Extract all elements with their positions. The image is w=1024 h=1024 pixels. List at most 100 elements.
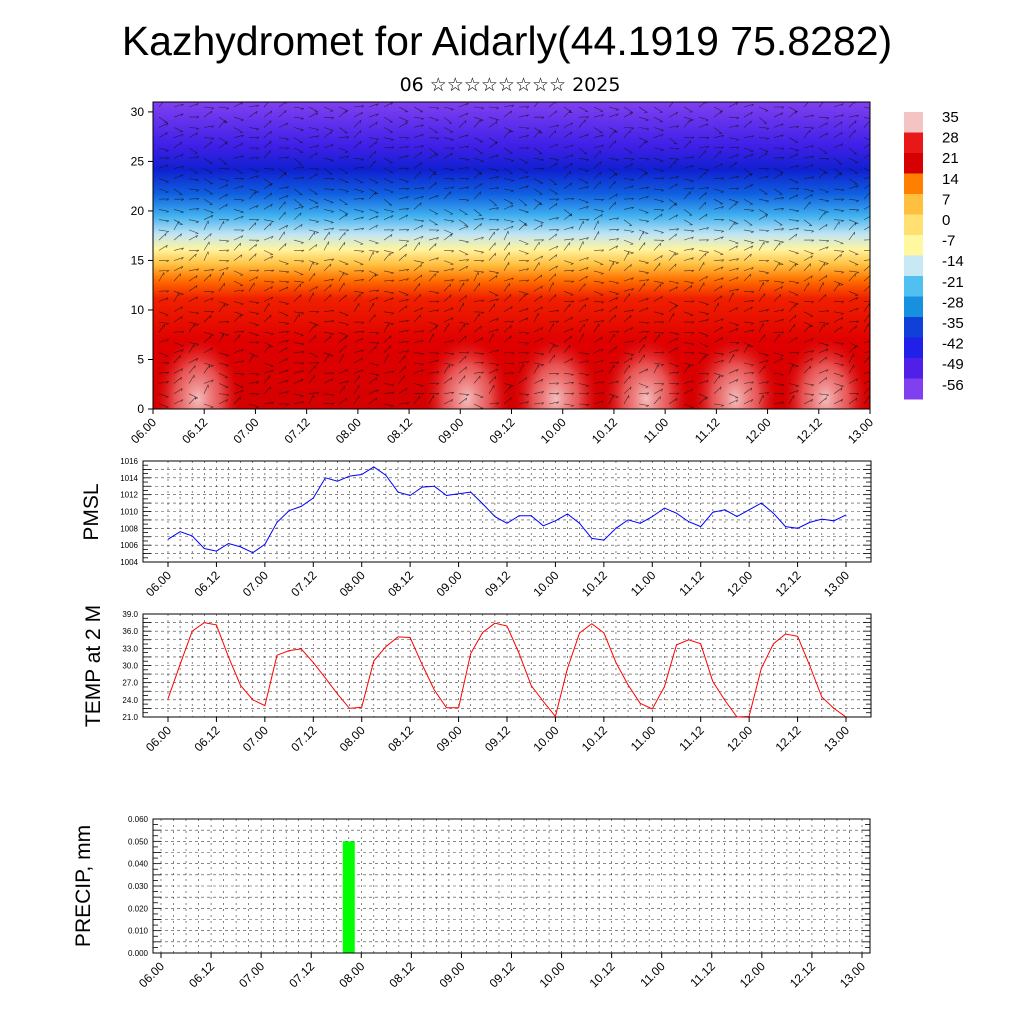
wind-arrow: [158, 403, 169, 408]
wind-arrow: [368, 209, 379, 214]
wind-arrow: [323, 106, 334, 112]
wind-arrow: [848, 260, 859, 266]
wind-arrow: [608, 280, 619, 285]
wind-arrow: [788, 233, 798, 241]
wind-arrow: [428, 153, 439, 159]
wind-arrow: [578, 157, 590, 162]
colorbar-swatch: [904, 296, 923, 318]
wind-arrow: [743, 267, 754, 272]
wind-arrow: [158, 147, 169, 152]
colorbar-swatch: [904, 194, 923, 215]
wind-arrow: [548, 342, 559, 347]
wind-arrow: [203, 332, 214, 336]
wind-arrow: [308, 106, 318, 113]
wind-arrow: [188, 321, 199, 326]
y-tick-label: 0.010: [128, 927, 149, 936]
wind-arrow: [158, 229, 170, 233]
wind-arrow: [623, 364, 630, 374]
wind-arrow: [533, 362, 545, 367]
wind-arrow: [338, 353, 344, 364]
wind-arrow: [758, 116, 767, 124]
x-tick-label: 06.12: [191, 568, 222, 599]
wind-arrow: [173, 316, 183, 323]
wind-arrow: [248, 191, 256, 200]
wind-arrow: [578, 241, 584, 251]
wind-arrow: [413, 352, 425, 356]
wind-arrow: [278, 270, 290, 274]
wind-arrow: [443, 219, 455, 223]
wind-arrow: [353, 384, 360, 394]
wind-arrow: [668, 214, 678, 220]
wind-arrow: [323, 354, 330, 364]
wind-arrow: [803, 383, 815, 387]
wind-arrow: [563, 291, 574, 296]
wind-arrow: [578, 220, 584, 231]
wind-arrow: [428, 273, 436, 282]
wind-arrow: [848, 231, 855, 241]
wind-arrow: [683, 362, 694, 367]
wind-arrow: [278, 109, 287, 118]
wind-arrow: [788, 280, 800, 285]
wind-arrow: [533, 262, 540, 272]
wind-arrow: [488, 116, 499, 121]
wind-arrow: [518, 157, 528, 164]
wind-arrow: [743, 239, 754, 244]
wind-arrow: [248, 353, 254, 364]
wind-arrow: [278, 122, 289, 128]
wind-arrow: [698, 123, 709, 128]
wind-arrow: [818, 310, 830, 313]
wind-arrow: [503, 225, 514, 231]
wind-arrow: [533, 224, 543, 231]
wind-arrow: [308, 362, 320, 365]
wind-arrow: [683, 236, 694, 241]
wind-arrow: [398, 350, 409, 354]
wind-arrow: [608, 291, 619, 295]
colorbar-label: -28: [942, 294, 964, 311]
wind-arrow: [218, 178, 229, 182]
wind-arrow: [668, 392, 680, 395]
x-tick-label: 09.00: [434, 723, 465, 754]
wind-arrow: [578, 134, 589, 138]
wind-arrow: [713, 177, 725, 180]
wind-arrow: [533, 241, 540, 251]
colorbar-label: 14: [942, 171, 959, 188]
wind-arrow: [308, 335, 317, 343]
wind-arrow: [803, 250, 814, 255]
wind-arrow: [338, 380, 349, 384]
wind-arrow: [173, 127, 184, 133]
wind-arrow: [608, 106, 619, 111]
wind-arrow: [653, 262, 661, 272]
wind-arrow: [278, 321, 290, 325]
wind-arrow: [608, 260, 619, 264]
wind-arrow: [563, 226, 574, 231]
wind-arrow: [233, 178, 245, 181]
wind-arrow: [578, 218, 590, 222]
wind-arrow: [188, 311, 200, 315]
wind-arrow: [203, 314, 212, 323]
wind-arrow: [218, 393, 230, 397]
wind-arrow: [518, 147, 530, 150]
colorbar-swatch: [904, 214, 923, 236]
wind-arrow: [563, 357, 574, 364]
wind-arrow: [728, 321, 739, 327]
wind-arrow: [773, 294, 782, 302]
colorbar-swatch: [904, 112, 923, 133]
wind-arrow: [293, 311, 305, 315]
wind-arrow: [158, 244, 168, 251]
wind-arrow: [473, 337, 484, 343]
wind-arrow: [158, 178, 169, 183]
wind-arrow: [443, 339, 454, 343]
wind-arrow: [833, 387, 843, 395]
colorbar-label: -14: [942, 253, 964, 270]
wind-arrow: [593, 209, 604, 213]
wind-arrow: [758, 106, 769, 112]
wind-arrow: [413, 330, 424, 333]
wind-arrow: [248, 147, 260, 150]
y-tick-label: 30.0: [122, 662, 138, 671]
wind-arrow: [578, 178, 589, 184]
wind-arrow: [173, 141, 183, 149]
wind-arrow: [533, 378, 544, 384]
wind-arrow: [398, 375, 405, 384]
wind-arrow: [578, 257, 589, 261]
wind-arrow: [338, 209, 349, 215]
